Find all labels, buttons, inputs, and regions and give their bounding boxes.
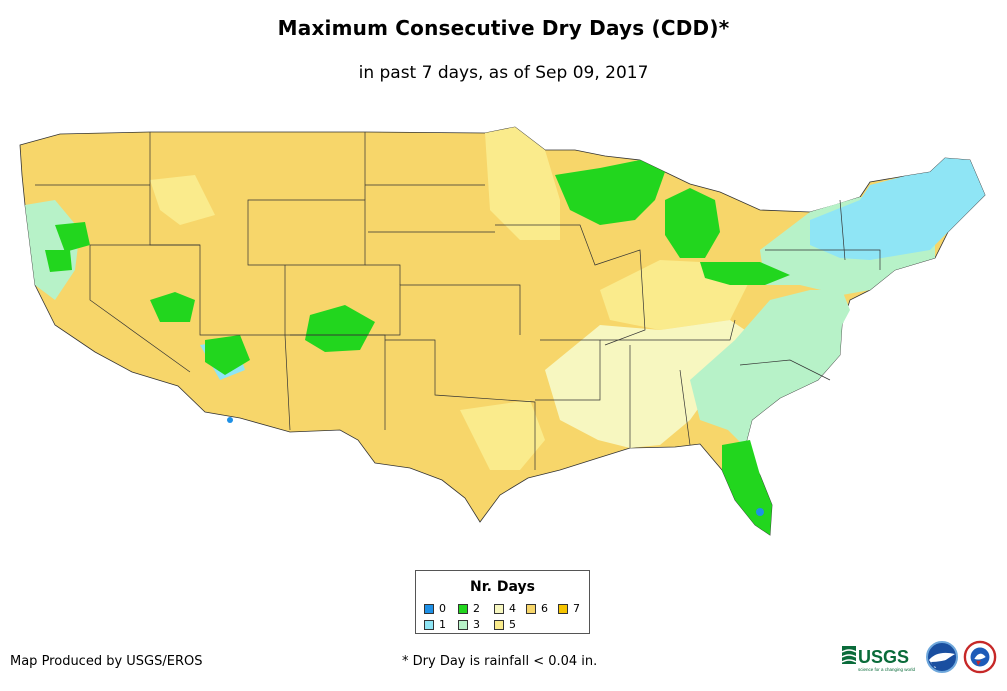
region-3-atlantic-coast bbox=[690, 290, 850, 447]
region-0-spot bbox=[227, 417, 233, 423]
region-2-nevada-utah bbox=[150, 292, 195, 322]
dry-day-note: * Dry Day is rainfall < 0.04 in. bbox=[402, 654, 598, 669]
usgs-logo-icon: USGS science for a changing world bbox=[842, 646, 916, 672]
legend-label-1: 1 bbox=[439, 618, 446, 631]
nws-logo-icon bbox=[963, 640, 997, 674]
legend-swatch-6 bbox=[526, 603, 536, 614]
legend-label-2: 2 bbox=[473, 602, 480, 615]
region-2-wisconsin bbox=[555, 160, 665, 225]
legend-item-5: 5 bbox=[494, 618, 516, 631]
state-boundaries bbox=[35, 132, 881, 470]
legend-item-3: 3 bbox=[458, 618, 480, 631]
legend-title: Nr. Days bbox=[470, 579, 535, 595]
region-5-northern-plains bbox=[485, 127, 560, 240]
region-5-idaho bbox=[150, 175, 215, 225]
legend-label-7: 7 bbox=[573, 602, 580, 615]
map-subtitle: in past 7 days, as of Sep 09, 2017 bbox=[358, 63, 649, 83]
legend-label-6: 6 bbox=[541, 602, 548, 615]
legend-item-6: 6 bbox=[526, 602, 548, 615]
legend-swatch-0 bbox=[424, 603, 434, 614]
region-4-southeast bbox=[545, 320, 760, 448]
legend-label-5: 5 bbox=[509, 618, 516, 631]
region-2-michigan bbox=[665, 188, 720, 258]
usgs-tagline: science for a changing world bbox=[858, 667, 916, 672]
region-5-texas-coast bbox=[460, 400, 545, 470]
legend-label-3: 3 bbox=[473, 618, 480, 631]
legend-item-2: 2 bbox=[458, 602, 480, 615]
map-title: Maximum Consecutive Dry Days (CDD)* bbox=[277, 16, 730, 40]
region-2-pennsylvania bbox=[700, 262, 790, 285]
region-2-arizona bbox=[205, 335, 250, 375]
legend-swatch-2 bbox=[458, 603, 468, 614]
legend-swatch-5 bbox=[494, 619, 504, 630]
legend-item-0: 0 bbox=[424, 602, 446, 615]
legend-swatch-1 bbox=[424, 619, 434, 630]
region-2-california bbox=[45, 250, 72, 272]
legend-item-4: 4 bbox=[494, 602, 516, 615]
legend-swatch-7 bbox=[558, 603, 568, 614]
legend-item-1: 1 bbox=[424, 618, 446, 631]
legend-swatch-3 bbox=[458, 619, 468, 630]
region-2-oregon bbox=[55, 222, 90, 252]
legend-label-0: 0 bbox=[439, 602, 446, 615]
region-1-new-england bbox=[810, 158, 985, 260]
us-dry-days-map bbox=[19, 126, 986, 536]
map-credit: Map Produced by USGS/EROS bbox=[10, 654, 203, 669]
legend-box: Nr. Days 0 1 2 3 4 5 6 7 bbox=[415, 570, 590, 634]
region-0-spot bbox=[756, 508, 764, 516]
legend-label-4: 4 bbox=[509, 602, 516, 615]
noaa-logo-icon bbox=[926, 641, 958, 673]
legend-swatch-4 bbox=[494, 603, 504, 614]
region-2-colorado bbox=[305, 305, 375, 352]
usgs-logo-text: USGS bbox=[858, 647, 909, 667]
legend-item-7: 7 bbox=[558, 602, 580, 615]
